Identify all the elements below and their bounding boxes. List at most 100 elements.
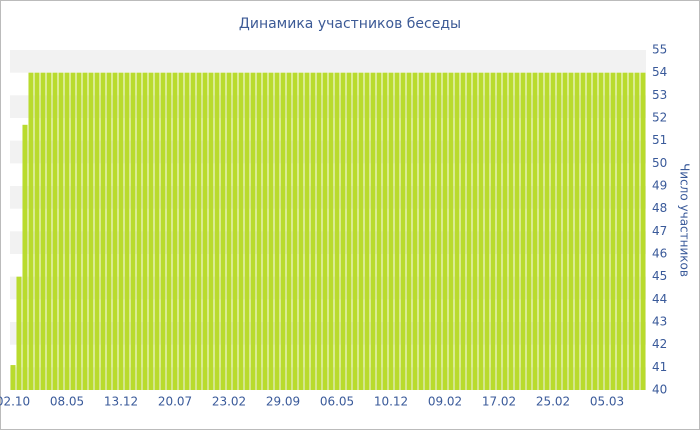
bar	[268, 72, 274, 391]
bar	[490, 72, 496, 391]
y-tick-label: 44	[652, 292, 667, 306]
bar	[562, 72, 568, 391]
x-tick-label: 20.07	[158, 395, 192, 409]
bar	[520, 72, 526, 391]
y-tick-label: 46	[652, 247, 667, 261]
bar	[466, 72, 472, 391]
bar	[598, 72, 604, 391]
bar	[70, 72, 76, 391]
y-axis-label: Число участников	[678, 163, 692, 277]
y-tick-label: 53	[652, 88, 667, 102]
bar	[196, 72, 202, 391]
bar	[214, 72, 220, 391]
bar	[526, 72, 532, 391]
bar	[418, 72, 424, 391]
bar	[262, 72, 268, 391]
bar	[166, 72, 172, 391]
y-tick-label: 52	[652, 111, 667, 125]
bar	[592, 72, 598, 391]
bar	[40, 72, 46, 391]
bar	[292, 72, 298, 391]
bar	[376, 72, 382, 391]
bar	[112, 72, 118, 391]
y-tick-label: 49	[652, 179, 667, 193]
bar	[382, 72, 388, 391]
bar	[82, 72, 88, 391]
bar	[304, 72, 310, 391]
bar	[574, 72, 580, 391]
x-tick-label: 13.12	[104, 395, 138, 409]
bar	[508, 72, 514, 391]
bar	[460, 72, 466, 391]
bar	[556, 72, 562, 391]
bar	[34, 72, 40, 391]
bar	[22, 124, 28, 391]
bar	[322, 72, 328, 391]
bar	[532, 72, 538, 391]
bar	[148, 72, 154, 391]
bar	[52, 72, 58, 391]
bar	[568, 72, 574, 391]
chart-title: Динамика участников беседы	[239, 16, 461, 32]
bar	[94, 72, 100, 391]
bar	[346, 72, 352, 391]
x-tick-label: 06.05	[320, 395, 354, 409]
bar	[232, 72, 238, 391]
bar	[424, 72, 430, 391]
y-tick-label: 55	[652, 43, 667, 57]
bar	[616, 72, 622, 391]
x-tick-label: 10.12	[374, 395, 408, 409]
bar	[154, 72, 160, 391]
bar	[244, 72, 250, 391]
bar	[136, 72, 142, 391]
bar	[220, 72, 226, 391]
x-tick-label: 29.09	[266, 395, 300, 409]
bar	[46, 72, 52, 391]
y-tick-label: 48	[652, 201, 667, 215]
bar	[16, 276, 22, 390]
bar	[454, 72, 460, 391]
y-tick-label: 40	[652, 383, 667, 397]
bar	[358, 72, 364, 391]
bar	[412, 72, 418, 391]
y-tick-label: 54	[652, 65, 667, 79]
bar	[142, 72, 148, 391]
y-tick-label: 45	[652, 269, 667, 283]
bar	[328, 72, 334, 391]
bar	[430, 72, 436, 391]
x-tick-label: 08.05	[50, 395, 84, 409]
bar	[550, 72, 556, 391]
bar	[388, 72, 394, 391]
bar	[286, 72, 292, 391]
bar	[364, 72, 370, 391]
bar	[484, 72, 490, 391]
bar	[178, 72, 184, 391]
bar	[334, 72, 340, 391]
bar	[106, 72, 112, 391]
y-tick-label: 47	[652, 224, 667, 238]
bar	[586, 72, 592, 391]
bar	[274, 72, 280, 391]
bar	[298, 72, 304, 391]
bar	[538, 72, 544, 391]
bar	[190, 72, 196, 391]
bar	[118, 72, 124, 391]
bar	[160, 72, 166, 391]
bar	[352, 72, 358, 391]
bar	[256, 72, 262, 391]
bar	[448, 72, 454, 391]
bar	[580, 72, 586, 391]
bar	[604, 72, 610, 391]
bar	[28, 72, 34, 391]
bar	[130, 72, 136, 391]
bar	[88, 72, 94, 391]
bar	[544, 72, 550, 391]
bar	[442, 72, 448, 391]
bar	[640, 72, 646, 391]
bar	[472, 72, 478, 391]
bar	[58, 72, 64, 391]
bar	[10, 365, 16, 390]
x-tick-label: 05.03	[590, 395, 624, 409]
x-tick-label: 17.02	[482, 395, 516, 409]
bar	[316, 72, 322, 391]
